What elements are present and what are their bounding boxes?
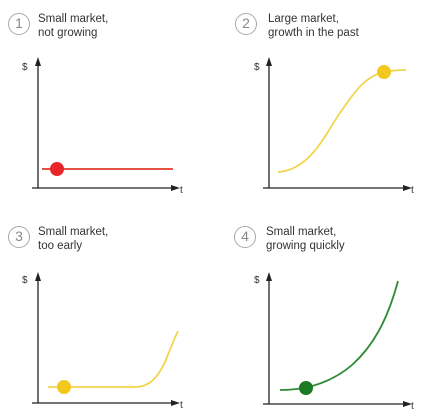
- caption-line-2: too early: [38, 240, 83, 252]
- current-position-dot: [299, 381, 313, 395]
- panel-number: 3: [8, 226, 30, 248]
- caption-line-1: Small market,: [38, 226, 109, 238]
- panel-caption: Small market, not growing: [38, 12, 108, 40]
- x-axis-arrow-icon: [403, 401, 412, 407]
- y-axis-label: $: [22, 275, 28, 286]
- x-axis-arrow-icon: [171, 400, 180, 406]
- panel-large-market-growth-in-past: 2 Large market, growth in the past $ t: [212, 0, 424, 207]
- panel-caption: Small market, too early: [38, 225, 108, 253]
- caption-line-2: growth in the past: [268, 27, 359, 39]
- panel-small-market-too-early: 3 Small market, too early $ t: [0, 207, 212, 414]
- market-curve: [48, 330, 179, 388]
- x-axis-label: t: [180, 400, 183, 411]
- market-graph: $ t: [22, 272, 183, 411]
- panel-small-market-growing-quickly: 4 Small market, growing quickly $ t: [212, 207, 424, 414]
- market-curve: [277, 69, 407, 173]
- x-axis-label: t: [180, 185, 183, 196]
- x-axis-label: t: [411, 401, 414, 412]
- y-axis-arrow-icon: [35, 272, 41, 281]
- panel-small-market-not-growing: 1 Small market, not growing $ t: [0, 0, 212, 207]
- x-axis-arrow-icon: [171, 185, 180, 191]
- market-graph: $ t: [254, 57, 414, 196]
- y-axis-label: $: [22, 62, 28, 73]
- x-axis-label: t: [411, 185, 414, 196]
- panel-number: 1: [8, 13, 30, 35]
- y-axis-label: $: [254, 62, 260, 73]
- caption-line-1: Large market,: [268, 13, 339, 25]
- x-axis-arrow-icon: [403, 185, 412, 191]
- caption-line-1: Small market,: [266, 226, 337, 238]
- market-graph: $ t: [22, 57, 183, 196]
- market-graph: $ t: [254, 272, 414, 412]
- caption-line-1: Small market,: [38, 13, 109, 25]
- market-curve: [279, 280, 399, 391]
- y-axis-arrow-icon: [266, 272, 272, 281]
- y-axis-arrow-icon: [266, 57, 272, 66]
- caption-line-2: growing quickly: [266, 240, 345, 252]
- current-position-dot: [57, 380, 71, 394]
- caption-line-2: not growing: [38, 27, 98, 39]
- panel-number: 2: [235, 13, 257, 35]
- y-axis-arrow-icon: [35, 57, 41, 66]
- panel-number: 4: [234, 226, 256, 248]
- current-position-dot: [377, 65, 391, 79]
- panel-caption: Large market, growth in the past: [268, 12, 359, 40]
- current-position-dot: [50, 162, 64, 176]
- panel-caption: Small market, growing quickly: [266, 225, 345, 253]
- y-axis-label: $: [254, 275, 260, 286]
